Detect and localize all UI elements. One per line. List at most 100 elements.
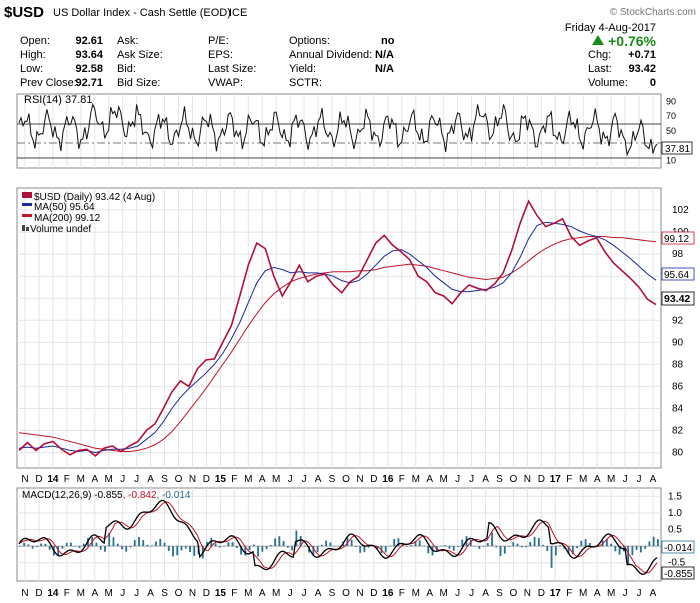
rsi-tick-label: 10 — [666, 156, 676, 166]
macd-histogram-bar — [631, 546, 634, 556]
field-label: Ask: — [117, 35, 138, 47]
macd-histogram-bar — [440, 545, 442, 547]
macd-histogram-bar — [82, 543, 85, 547]
rsi-tick-label: 70 — [666, 111, 676, 121]
macd-histogram-bar — [478, 546, 481, 549]
macd-histogram-bar — [533, 536, 536, 547]
macd-histogram-bar — [295, 530, 298, 547]
x-tick-label: M — [105, 588, 113, 599]
macd-histogram-bar — [65, 542, 68, 547]
macd-histogram-bar — [235, 546, 238, 549]
macd-histogram-bar — [648, 541, 651, 547]
x-tick-label: N — [524, 588, 531, 599]
x-tick-label: J — [637, 588, 642, 599]
macd-histogram-bar — [167, 546, 170, 551]
macd-histogram-bar — [355, 546, 357, 548]
x-tick-label: D — [203, 474, 210, 485]
macd-histogram-bar — [644, 546, 647, 549]
macd-tick-label: 1.0 — [668, 508, 682, 519]
x-tick-label: S — [329, 474, 336, 485]
field-label: Volume: — [588, 77, 628, 89]
x-tick-label: M — [579, 588, 587, 599]
macd-histogram-bar — [525, 546, 527, 548]
x-tick-label: M — [607, 474, 615, 485]
macd-histogram-bar — [516, 543, 519, 547]
header-fields-col3: P/E: EPS: Last Size: VWAP: — [208, 35, 256, 89]
x-tick-label: J — [455, 588, 460, 599]
macd-histogram-bar — [627, 546, 630, 566]
macd-histogram-bar — [261, 546, 264, 552]
macd-histogram-bar — [512, 542, 515, 547]
field-value: 92.58 — [75, 63, 103, 75]
macd-histogram-bar — [172, 546, 174, 557]
macd-histogram-bar — [503, 546, 506, 554]
x-tick-label: M — [412, 588, 420, 599]
legend-price: $USD (Daily) 93.42 (4 Aug) — [34, 192, 155, 203]
macd-histogram-bar — [559, 545, 561, 547]
price-tick-label: 84 — [672, 403, 684, 414]
price-line — [18, 199, 657, 457]
x-tick-label: F — [64, 588, 70, 599]
field-label: Chg: — [588, 49, 611, 61]
x-tick-label: 15 — [215, 474, 227, 485]
x-tick-label: M — [272, 588, 280, 599]
x-tick-label: 16 — [382, 474, 394, 485]
macd-histogram-bar — [240, 546, 242, 555]
macd-histogram-bar — [291, 546, 294, 551]
x-tick-label: M — [244, 588, 252, 599]
x-tick-label: A — [426, 474, 433, 485]
x-tick-label: F — [64, 474, 70, 485]
header-fields-col2: Ask: Ask Size: Bid: Bid Size: — [117, 35, 163, 89]
macd-histogram-bar — [48, 546, 51, 550]
macd-histogram-bar — [414, 540, 417, 547]
macd-histogram-bar — [614, 546, 617, 552]
x-tick-label: M — [439, 588, 447, 599]
macd-histogram-bar — [393, 538, 396, 547]
macd-histogram-bar — [95, 542, 98, 547]
field-label: EPS: — [208, 49, 233, 61]
macd-tick-label: 1.5 — [668, 491, 682, 502]
x-tick-label: O — [342, 474, 350, 485]
macd-histogram-bar — [248, 546, 251, 551]
field-label: High: — [20, 49, 46, 61]
macd-histogram-bar — [244, 546, 247, 556]
macd-histogram-bar — [550, 546, 553, 568]
macd-histogram-bar — [605, 538, 608, 547]
x-axis-middle: N D 14 F M A M J J A S O N D 15 F M A M J J A S O N D 16 F M A M J J A S O N… — [21, 474, 656, 485]
x-axis-bottom: N D 14 F M A M J J A S O N D 15 F M A M J J A S O N D 16 F M A M J J A S O N… — [21, 588, 656, 599]
x-tick-label: 16 — [382, 588, 394, 599]
x-tick-label: 14 — [47, 588, 59, 599]
x-tick-label: N — [21, 588, 28, 599]
macd-histogram-bar — [571, 546, 574, 555]
field-label: Last: — [588, 63, 612, 75]
macd-histogram-bar — [184, 546, 187, 549]
field-value: 93.42 — [628, 63, 656, 75]
price-tick-label: 82 — [672, 426, 684, 437]
macd-histogram-bar — [346, 537, 349, 547]
field-label: Ask Size: — [117, 49, 163, 61]
macd-histogram-bar — [227, 542, 230, 547]
header-fields-col4: Options: no Annual Dividend: N/A Yield: … — [289, 35, 395, 89]
macd-histogram-bar — [274, 538, 276, 547]
field-label: Bid Size: — [117, 77, 160, 89]
x-tick-label: M — [105, 474, 113, 485]
price-legend: $USD (Daily) 93.42 (4 Aug) MA(50) 95.64 … — [22, 192, 155, 235]
x-tick-label: M — [579, 474, 587, 485]
macd-histogram-bar — [214, 543, 217, 547]
x-tick-label: O — [175, 474, 183, 485]
macd-histogram-bar — [299, 535, 302, 547]
macd-histogram-bar — [19, 546, 21, 547]
price-last-value: 93.42 — [664, 293, 690, 305]
macd-histogram-bar — [567, 546, 570, 554]
macd-histogram-bar — [461, 539, 464, 547]
macd-histogram-bar — [193, 546, 196, 556]
x-tick-label: N — [356, 474, 363, 485]
macd-histogram-bar — [444, 545, 447, 547]
quote-date: Friday 4-Aug-2017 — [565, 22, 656, 34]
macd-histogram-bar — [401, 542, 404, 547]
macd-histogram-bar — [31, 546, 34, 549]
macd-hist-last-box — [661, 540, 695, 554]
price-last-labels: 99.12 95.64 93.42 — [661, 231, 695, 306]
x-tick-label: J — [302, 588, 307, 599]
